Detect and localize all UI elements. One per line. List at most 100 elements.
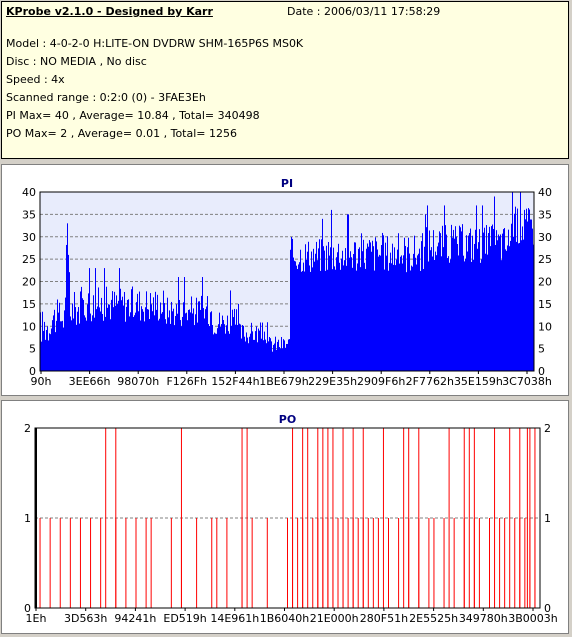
pi-bar: [304, 271, 305, 371]
pi-bar: [299, 262, 300, 371]
pi-bar: [42, 311, 43, 371]
pi-bar: [408, 237, 409, 371]
pi-bar: [489, 226, 490, 371]
pi-bar: [165, 319, 166, 371]
y-tick-label-left: 20: [22, 276, 36, 289]
pi-bar: [317, 260, 318, 371]
pi-bar: [91, 321, 92, 371]
x-tick-label: 35E159h: [454, 375, 503, 388]
pi-bar: [430, 250, 431, 371]
pi-bar: [465, 258, 466, 371]
pi-bar: [349, 257, 350, 371]
pi-bar: [131, 289, 132, 371]
pi-bar: [156, 309, 157, 371]
pi-bar: [123, 305, 124, 371]
pi-bar: [135, 312, 136, 371]
pi-bar: [217, 328, 218, 371]
pi-bar: [195, 314, 196, 371]
pi-bar: [53, 315, 54, 371]
pi-bar: [146, 291, 147, 371]
pi-bar: [167, 297, 168, 371]
pi-bar: [96, 309, 97, 371]
pi-bar: [368, 246, 369, 371]
pi-bar: [232, 309, 233, 371]
pi-bar: [326, 245, 327, 371]
pi-bar: [155, 291, 156, 371]
pi-bar: [496, 230, 497, 371]
y-tick-label-left: 30: [22, 231, 36, 244]
pi-bar: [400, 256, 401, 371]
pi-bar: [184, 277, 185, 371]
y-tick-label-right: 25: [538, 253, 552, 266]
pi-bar: [480, 262, 481, 371]
pi-bar: [59, 302, 60, 371]
pi-bar: [342, 250, 343, 371]
pi-bar: [485, 253, 486, 371]
pi-bar: [267, 322, 268, 371]
pi-bar: [455, 226, 456, 371]
pi-bar: [524, 209, 525, 371]
pi-bar: [415, 257, 416, 371]
pi-bar: [454, 238, 455, 371]
pi-bar: [233, 317, 234, 371]
y-tick-label-left: 10: [22, 320, 36, 333]
pi-bar: [277, 341, 278, 371]
y-tick-label-right: 40: [538, 186, 552, 199]
pi-bar: [197, 322, 198, 371]
pi-bar: [274, 343, 275, 371]
y-tick-label-left: 15: [22, 298, 36, 311]
pi-bar: [228, 331, 229, 371]
pi-bar: [71, 320, 72, 371]
pi-bar: [101, 297, 102, 371]
pi-bar: [301, 271, 302, 371]
pi-bar: [439, 231, 440, 371]
pi-bar: [425, 214, 426, 371]
pi-bar: [427, 205, 428, 371]
pi-bar: [285, 347, 286, 371]
pi-bar: [295, 261, 296, 371]
pi-bar: [82, 298, 83, 371]
pi-bar: [500, 234, 501, 371]
pi-bar: [409, 253, 410, 371]
pi-bar: [223, 320, 224, 371]
pi-bar: [149, 319, 150, 371]
pi-bar: [236, 309, 237, 371]
pi-bar: [90, 313, 91, 371]
pi-bar: [450, 259, 451, 371]
pi-bar: [126, 306, 127, 371]
pi-bar: [200, 309, 201, 371]
pi-bar: [164, 303, 165, 371]
pi-bar: [355, 242, 356, 371]
pi-bar: [161, 313, 162, 371]
x-tick-label: 349780h: [459, 612, 508, 625]
pi-bar: [377, 249, 378, 371]
pi-bar: [74, 291, 75, 371]
pi-bar: [191, 296, 192, 371]
pi-bar: [506, 250, 507, 371]
pi-bar: [525, 219, 526, 371]
pi-bar: [327, 269, 328, 371]
pi-bar: [235, 324, 236, 371]
pi-bar: [348, 214, 349, 371]
pi-bar: [339, 262, 340, 371]
x-tick-label: 3EE66h: [69, 375, 111, 388]
pi-bar: [457, 243, 458, 371]
pi-bar: [240, 324, 241, 371]
y-tick-label-left: 0: [24, 602, 31, 615]
pi-bar: [262, 322, 263, 371]
pi-bar: [336, 257, 337, 371]
pi-bar: [203, 308, 204, 371]
pi-bar: [307, 251, 308, 371]
pi-bar: [494, 196, 495, 371]
pi-bar: [65, 297, 66, 371]
pi-bar: [187, 320, 188, 371]
pi-bar: [136, 302, 137, 371]
pi-bar: [516, 241, 517, 371]
pi-bar: [531, 219, 532, 371]
pi-bar: [138, 311, 139, 371]
pi-bar: [241, 338, 242, 371]
pi-bar: [509, 246, 510, 371]
pi-bar: [88, 293, 89, 371]
pi-bar: [390, 252, 391, 371]
pi-bar: [514, 213, 515, 371]
